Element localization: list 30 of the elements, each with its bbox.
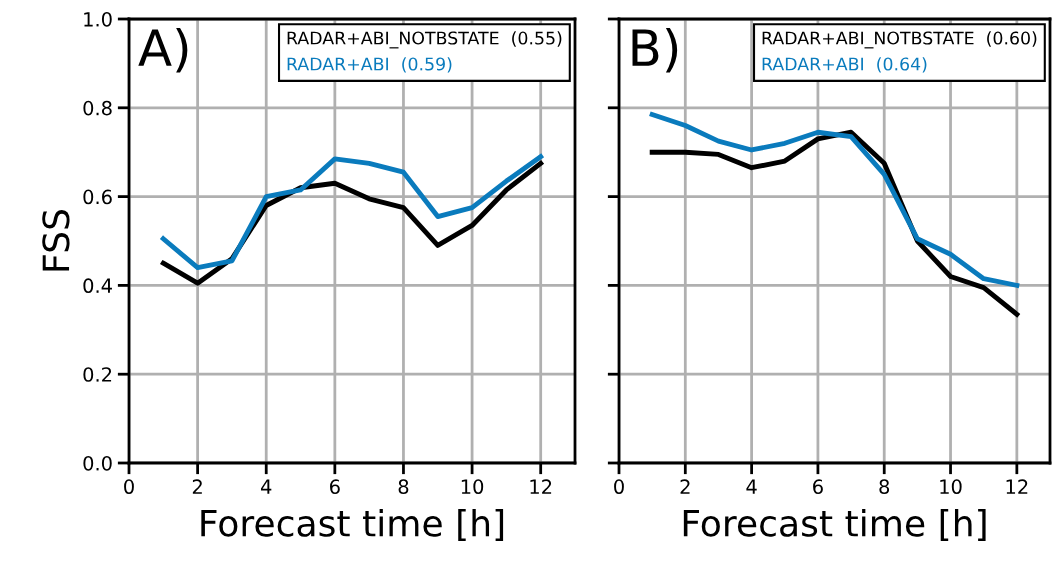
x-axis-title: Forecast time [h] (201, 508, 504, 542)
x-tick-label: 4 (261, 479, 272, 494)
x-tick-label: 4 (746, 479, 757, 494)
line-series (160, 154, 544, 271)
y-axis-title: FSS (42, 210, 70, 271)
y-tick-label: 0.8 (83, 100, 112, 116)
x-tick-label: 10 (940, 479, 962, 495)
x-tick-label: 6 (813, 479, 823, 495)
y-tick-label: 1.0 (84, 11, 112, 27)
x-tick-label: 12 (1006, 479, 1028, 494)
text: RADAR+ABI (0.59) (287, 57, 452, 73)
text: RADAR+ABI (0.64) (762, 57, 927, 73)
x-tick-label: 8 (398, 479, 409, 495)
x-tick-label: 8 (879, 479, 890, 495)
x-tick-label: 10 (461, 479, 484, 495)
x-tick-label: 0 (124, 479, 134, 495)
x-tick-label: 6 (330, 479, 340, 495)
chart-title: A) (138, 27, 188, 73)
y-tick-label: 0.2 (83, 367, 112, 382)
x-axis-title: Forecast time [h] (683, 508, 986, 542)
x-tick-label: 0 (614, 479, 624, 495)
text: RADAR+ABI_NOTBSTATE (0.55) (287, 31, 562, 49)
x-tick-label: 12 (530, 479, 552, 494)
chart-title: B) (632, 27, 678, 73)
y-tick-label: 0.6 (83, 189, 112, 205)
x-tick-label: 2 (192, 479, 202, 494)
y-tick-label: 0.4 (83, 278, 112, 294)
y-tick-label: 0.0 (83, 455, 112, 471)
x-tick-label: 2 (680, 479, 690, 494)
text: RADAR+ABI_NOTBSTATE (0.60) (762, 31, 1037, 49)
